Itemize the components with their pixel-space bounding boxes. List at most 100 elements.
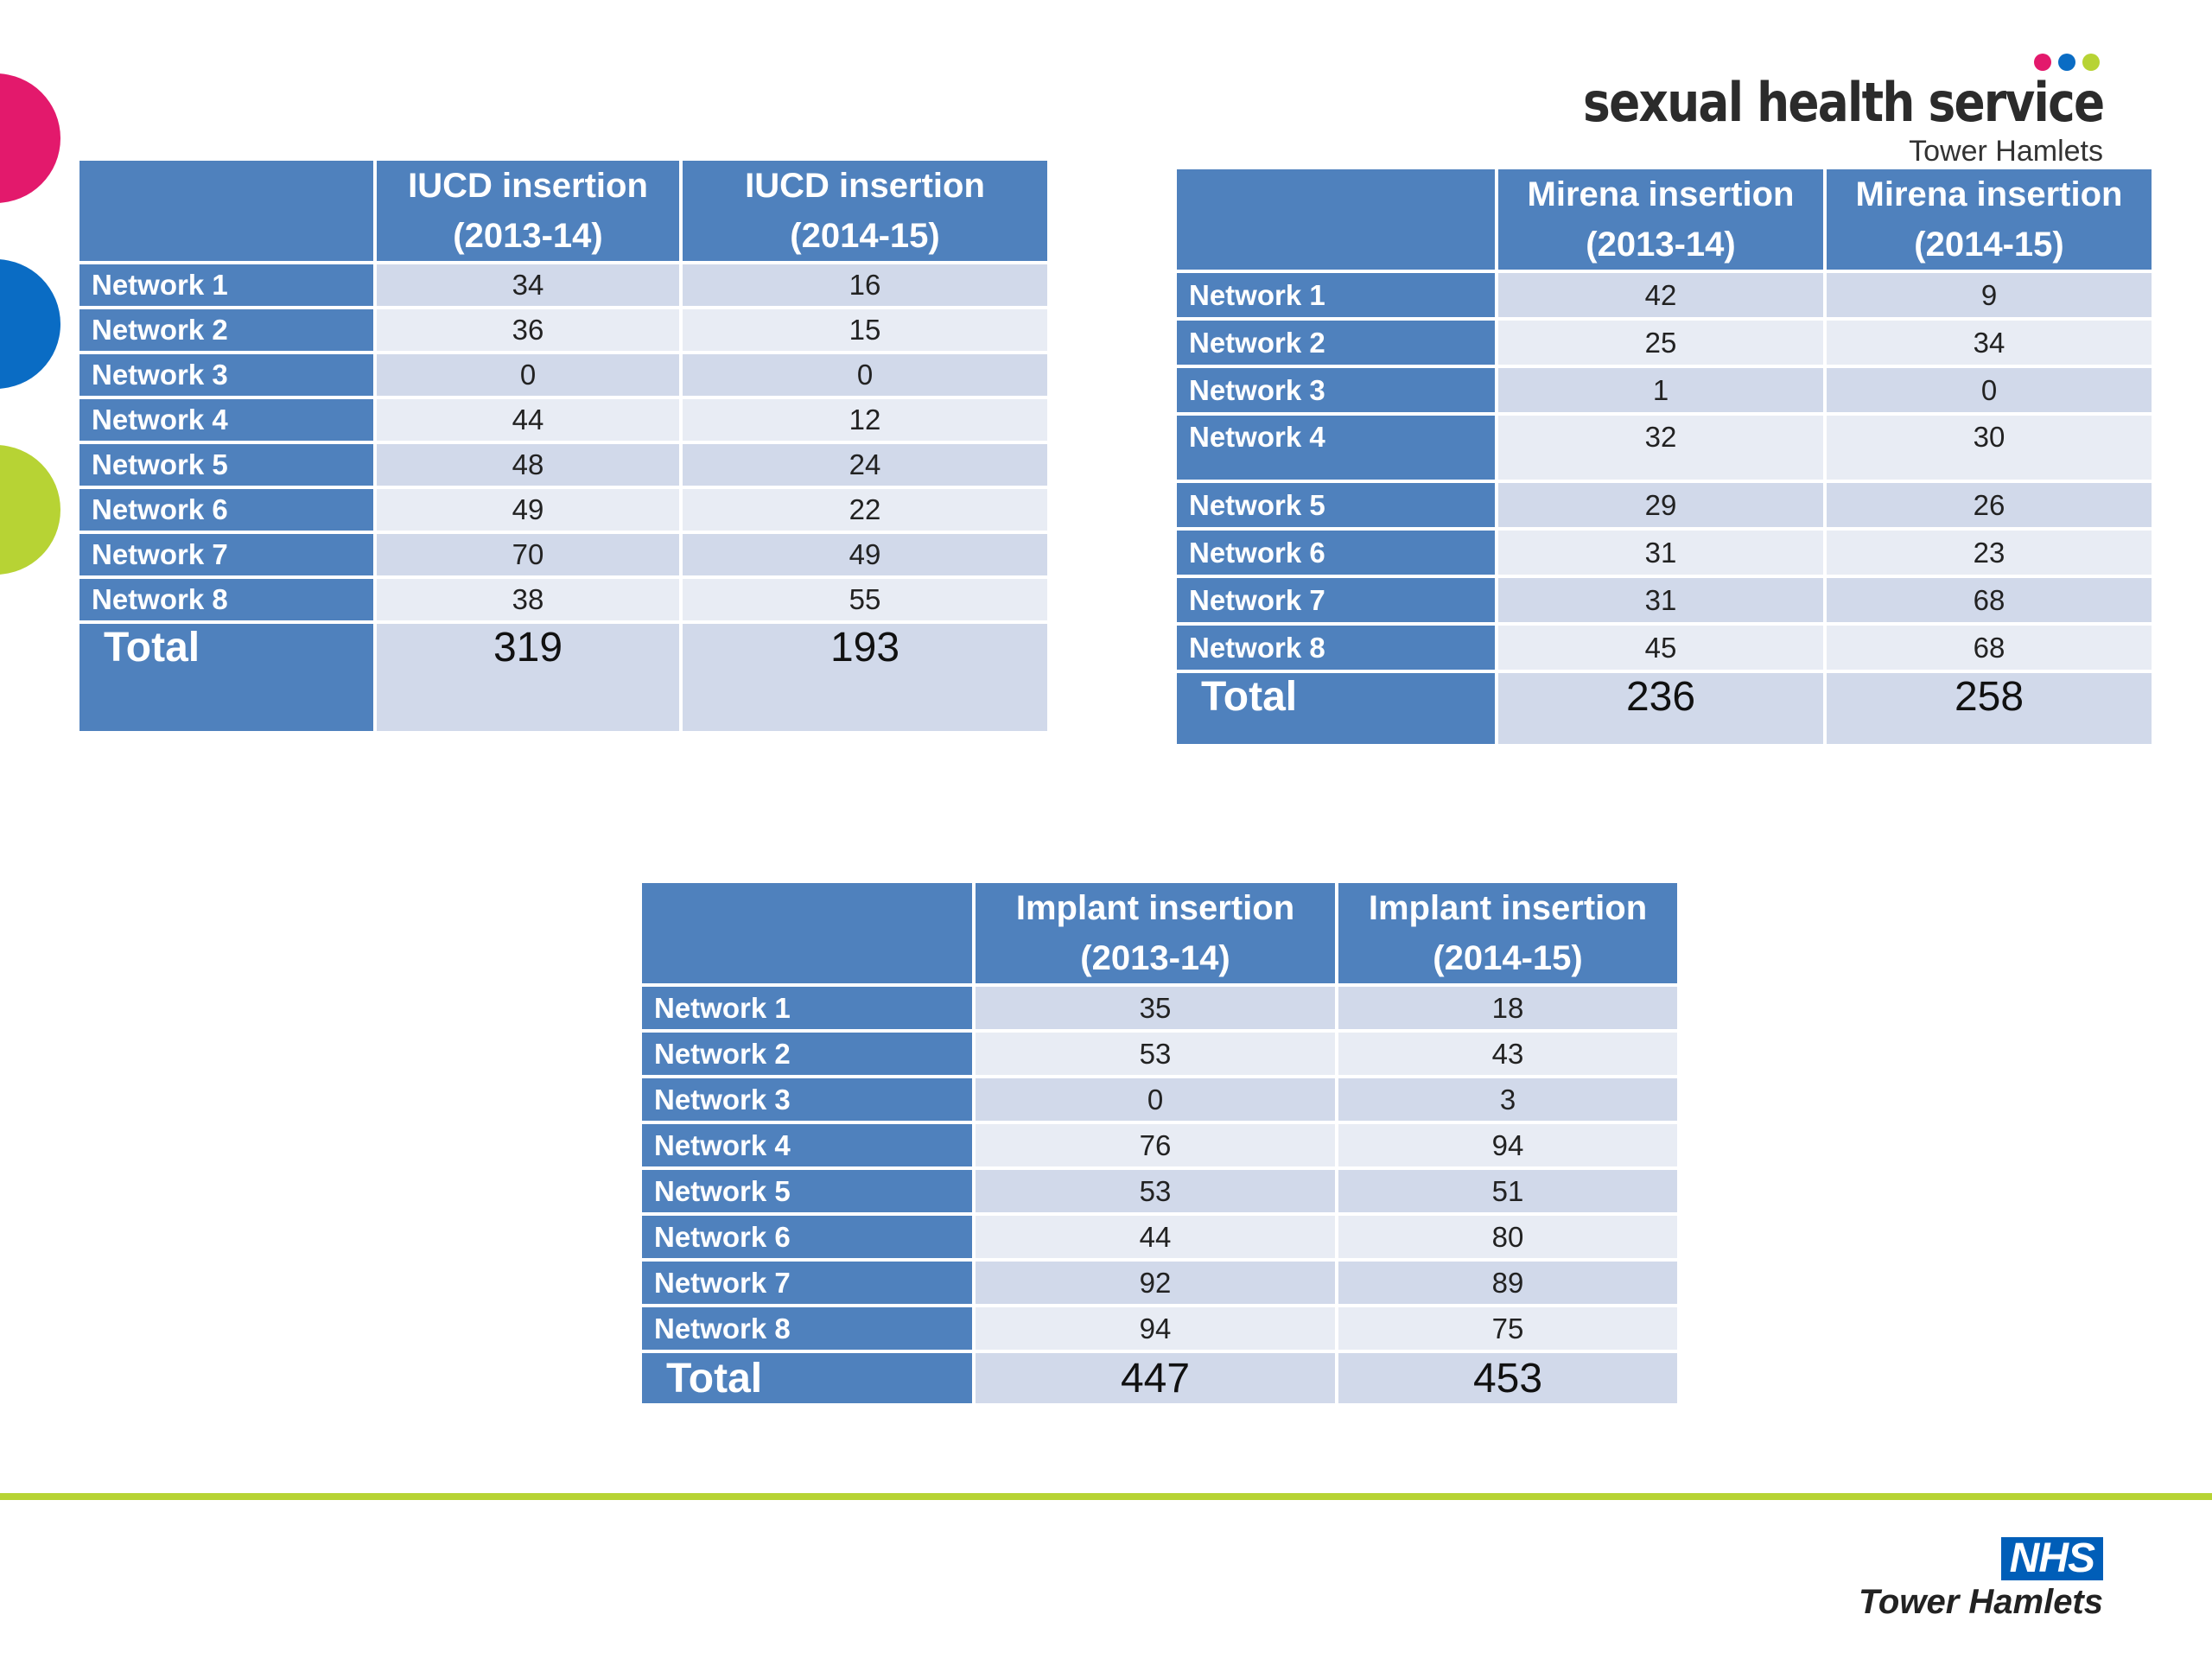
cell-value: 30 (1827, 416, 2152, 480)
row-label: Network 3 (79, 354, 373, 396)
cell-value: 44 (377, 399, 679, 441)
table-row: Network 3 0 3 (642, 1078, 1677, 1121)
brand-dot-pink (2034, 54, 2051, 71)
cell-value: 70 (377, 534, 679, 575)
column-header-line: Implant insertion (1368, 889, 1648, 927)
cell-value: 68 (1827, 578, 2152, 622)
cell-value: 48 (377, 444, 679, 486)
table-row: Network 2 36 15 (79, 309, 1047, 351)
table-row: Network 8 38 55 (79, 579, 1047, 620)
iucd-insertion-table: IUCD insertion (2013-14) IUCD insertion … (76, 157, 1051, 734)
table-row: Network 4 44 12 (79, 399, 1047, 441)
total-value: 319 (377, 624, 679, 731)
cell-value: 0 (1827, 368, 2152, 412)
table-row: Network 2 53 43 (642, 1033, 1677, 1075)
column-header-period: (2014-15) (790, 217, 940, 255)
brand-title: sexual health service (1582, 71, 2105, 134)
brand-dot-green (2082, 54, 2100, 71)
row-label: Network 3 (642, 1078, 972, 1121)
table-corner-cell (1177, 169, 1495, 270)
column-header-line: Implant insertion (1015, 889, 1295, 927)
row-label: Network 2 (79, 309, 373, 351)
total-row: Total 447 453 (642, 1353, 1677, 1403)
cell-value: 44 (976, 1216, 1335, 1258)
cell-value: 89 (1338, 1262, 1677, 1304)
cell-value: 68 (1827, 626, 2152, 670)
column-header: IUCD insertion (2013-14) (377, 161, 679, 261)
cell-value: 26 (1827, 483, 2152, 527)
row-label: Network 7 (642, 1262, 972, 1304)
decorative-green-circle (0, 445, 60, 575)
column-header-period: (2013-14) (1586, 226, 1736, 264)
row-label: Network 5 (642, 1170, 972, 1212)
cell-value: 43 (1338, 1033, 1677, 1075)
cell-value: 53 (976, 1033, 1335, 1075)
row-label: Network 8 (79, 579, 373, 620)
column-header-line: Mirena insertion (1527, 175, 1795, 213)
total-value: 236 (1498, 673, 1823, 744)
nhs-logo: NHS (2000, 1537, 2103, 1580)
column-header-line: Mirena insertion (1855, 175, 2123, 213)
column-header: Implant insertion (2014-15) (1338, 883, 1677, 983)
brand-dots (1498, 54, 2100, 71)
cell-value: 42 (1498, 273, 1823, 317)
cell-value: 49 (377, 489, 679, 531)
row-label: Network 1 (1177, 273, 1495, 317)
row-label: Network 7 (1177, 578, 1495, 622)
table-row: Network 5 53 51 (642, 1170, 1677, 1212)
cell-value: 29 (1498, 483, 1823, 527)
row-label: Network 7 (79, 534, 373, 575)
cell-value: 36 (377, 309, 679, 351)
cell-value: 76 (976, 1124, 1335, 1166)
cell-value: 24 (683, 444, 1047, 486)
total-value: 447 (976, 1353, 1335, 1403)
table-corner-cell (642, 883, 972, 983)
total-row: Total 236 258 (1177, 673, 2152, 744)
row-label: Network 4 (1177, 416, 1495, 480)
table-row: Network 6 49 22 (79, 489, 1047, 531)
row-label: Network 8 (642, 1307, 972, 1350)
cell-value: 0 (976, 1078, 1335, 1121)
cell-value: 55 (683, 579, 1047, 620)
total-row: Total 319 193 (79, 624, 1047, 731)
cell-value: 16 (683, 264, 1047, 306)
sexual-health-service-logo: sexual health service Tower Hamlets (1498, 54, 2105, 168)
cell-value: 94 (976, 1307, 1335, 1350)
table-row: Network 5 48 24 (79, 444, 1047, 486)
cell-value: 3 (1338, 1078, 1677, 1121)
table-row: Network 5 29 26 (1177, 483, 2152, 527)
cell-value: 94 (1338, 1124, 1677, 1166)
cell-value: 23 (1827, 531, 2152, 575)
row-label: Network 5 (1177, 483, 1495, 527)
cell-value: 15 (683, 309, 1047, 351)
cell-value: 1 (1498, 368, 1823, 412)
cell-value: 0 (683, 354, 1047, 396)
row-label: Network 8 (1177, 626, 1495, 670)
column-header-line: IUCD insertion (408, 167, 648, 205)
table-row: Network 4 32 30 (1177, 416, 2152, 480)
cell-value: 49 (683, 534, 1047, 575)
table-row: Network 3 0 0 (79, 354, 1047, 396)
column-header: Mirena insertion (2014-15) (1827, 169, 2152, 270)
table-row: Network 7 70 49 (79, 534, 1047, 575)
row-label: Network 6 (642, 1216, 972, 1258)
row-label: Network 6 (79, 489, 373, 531)
cell-value: 38 (377, 579, 679, 620)
table-row: Network 8 94 75 (642, 1307, 1677, 1350)
row-label: Network 2 (1177, 321, 1495, 365)
cell-value: 53 (976, 1170, 1335, 1212)
table-row: Network 4 76 94 (642, 1124, 1677, 1166)
cell-value: 92 (976, 1262, 1335, 1304)
table-row: Network 8 45 68 (1177, 626, 2152, 670)
table-row: Network 1 34 16 (79, 264, 1047, 306)
row-label: Network 4 (79, 399, 373, 441)
nhs-trust-name: Tower Hamlets (1858, 1583, 2103, 1621)
cell-value: 32 (1498, 416, 1823, 480)
brand-dot-blue (2058, 54, 2075, 71)
column-header-period: (2013-14) (453, 217, 603, 255)
table-row: Network 1 35 18 (642, 987, 1677, 1029)
total-value: 193 (683, 624, 1047, 731)
implant-insertion-table: Implant insertion (2013-14) Implant inse… (639, 880, 1681, 1407)
column-header-period: (2013-14) (1080, 939, 1230, 977)
cell-value: 45 (1498, 626, 1823, 670)
